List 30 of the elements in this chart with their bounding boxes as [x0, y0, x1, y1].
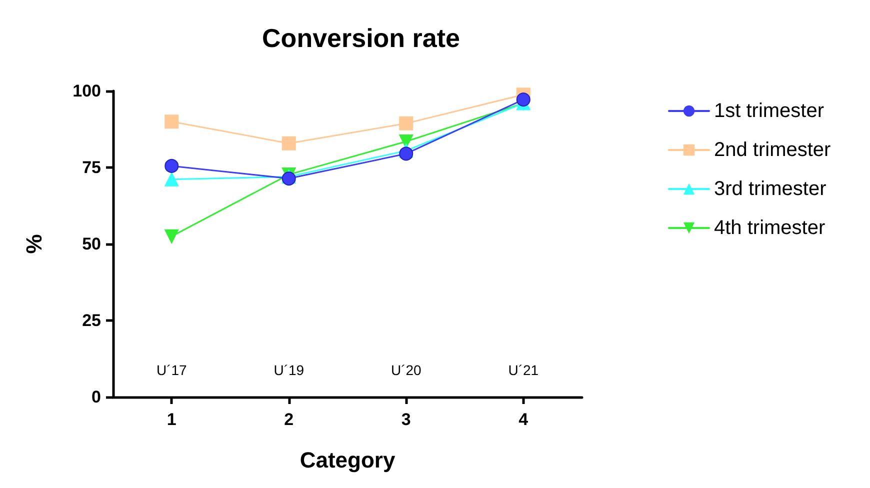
- point: [399, 134, 414, 148]
- point: [164, 172, 179, 186]
- annotation: U´19: [274, 362, 304, 378]
- x-tick-label: 1: [166, 410, 176, 429]
- point: [399, 116, 414, 130]
- annotation: U´20: [390, 362, 422, 378]
- point: [516, 92, 530, 107]
- legend-label: 4th trimester: [714, 217, 826, 239]
- x-tick-label: 2: [284, 410, 294, 429]
- legend-label: 2nd trimester: [714, 139, 832, 161]
- x-tick-label: 3: [401, 410, 411, 429]
- point: [164, 158, 179, 173]
- y-tick-label: 75: [82, 158, 101, 177]
- point: [164, 229, 179, 244]
- y-tick-label: 25: [82, 311, 101, 330]
- annotation: U´21: [508, 362, 539, 378]
- y-axis-title: %: [22, 234, 46, 254]
- point: [399, 146, 414, 161]
- legend-label: 1st trimester: [714, 100, 824, 122]
- y-tick-label: 50: [82, 234, 101, 254]
- annotation: U´17: [156, 362, 188, 378]
- point: [282, 172, 296, 186]
- chart-title: Conversion rate: [262, 23, 460, 53]
- legend-label: 3rd trimester: [714, 178, 827, 200]
- x-axis-title: Category: [300, 448, 396, 472]
- point: [164, 114, 179, 129]
- x-tick-label: 4: [518, 410, 529, 429]
- y-tick-label: 0: [92, 388, 101, 406]
- point: [282, 136, 296, 150]
- y-tick-label: 100: [72, 82, 101, 100]
